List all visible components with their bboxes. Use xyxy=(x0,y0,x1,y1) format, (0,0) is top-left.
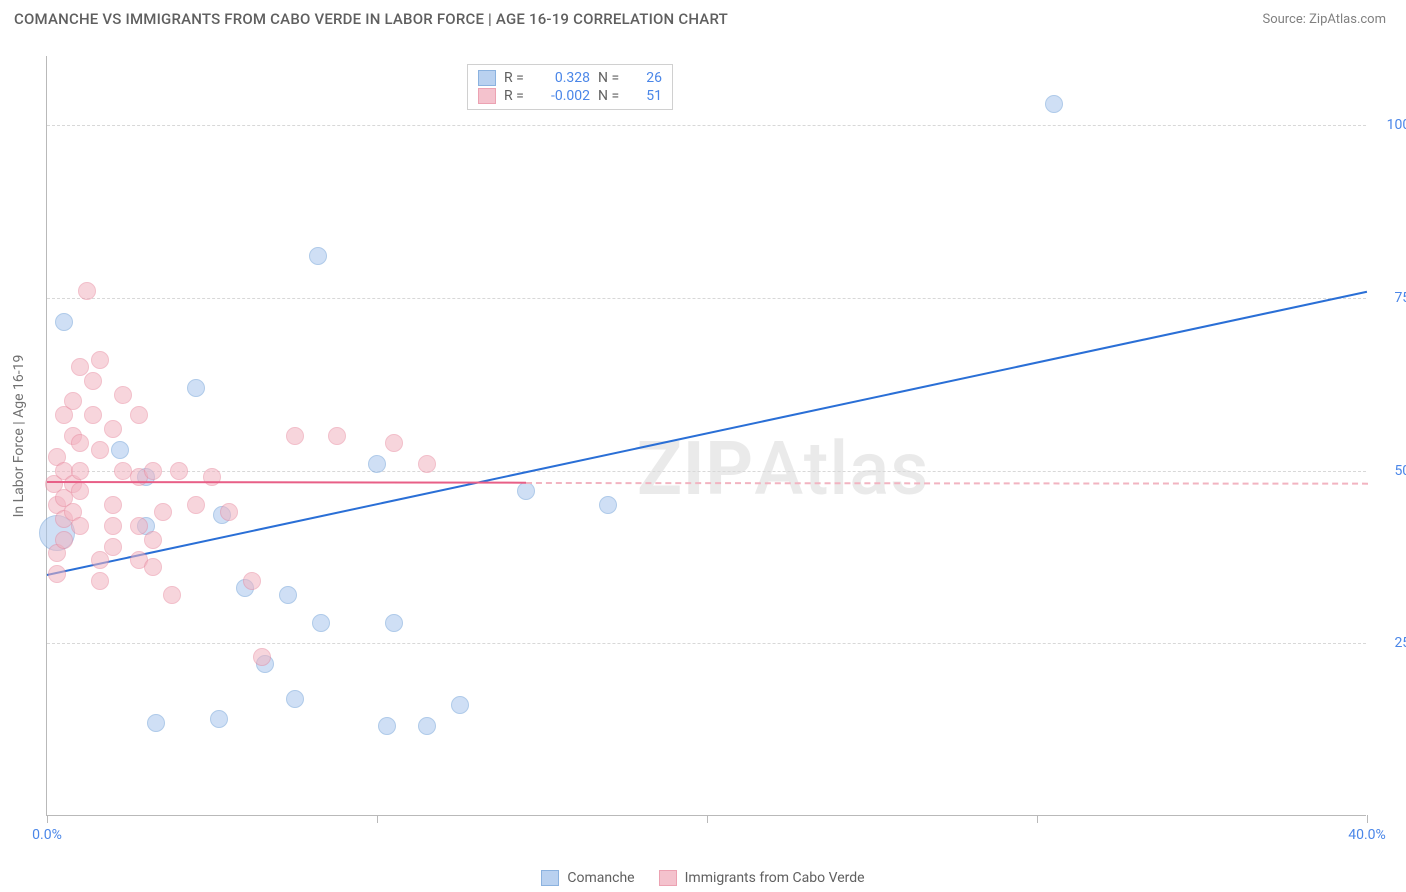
legend-n-value: 51 xyxy=(632,88,662,104)
legend-series-item: Comanche xyxy=(541,870,634,886)
data-point xyxy=(368,455,386,473)
data-point xyxy=(104,517,122,535)
chart-title: COMANCHE VS IMMIGRANTS FROM CABO VERDE I… xyxy=(14,10,728,28)
data-point xyxy=(130,406,148,424)
series-legend: Comanche Immigrants from Cabo Verde xyxy=(0,870,1406,886)
data-point xyxy=(220,503,238,521)
data-point xyxy=(154,503,172,521)
data-point xyxy=(84,406,102,424)
trend-line-dashed xyxy=(525,482,1367,485)
legend-series-label: Immigrants from Cabo Verde xyxy=(685,870,865,886)
y-axis-label: In Labor Force | Age 16-19 xyxy=(11,354,27,517)
data-point xyxy=(378,717,396,735)
legend-r-label: R = xyxy=(504,88,530,104)
data-point xyxy=(64,392,82,410)
watermark-atlas: Atlas xyxy=(754,426,929,513)
data-point xyxy=(78,282,96,300)
trend-line xyxy=(47,481,526,484)
data-point xyxy=(203,468,221,486)
scatter-chart: In Labor Force | Age 16-19 ZIPAtlas R =0… xyxy=(46,56,1366,816)
data-point xyxy=(170,462,188,480)
data-point xyxy=(71,434,89,452)
source-label: Source: ZipAtlas.com xyxy=(1262,12,1386,27)
data-point xyxy=(147,714,165,732)
legend-n-value: 26 xyxy=(632,70,662,86)
y-tick-label: 50.0% xyxy=(1394,463,1406,479)
x-tick-mark xyxy=(1037,815,1038,823)
gridline-h xyxy=(47,125,1366,126)
data-point xyxy=(279,586,297,604)
data-point xyxy=(104,538,122,556)
data-point xyxy=(253,648,271,666)
x-tick-label: 40.0% xyxy=(1348,827,1386,843)
data-point xyxy=(91,572,109,590)
legend-n-label: N = xyxy=(598,70,624,86)
legend-r-label: R = xyxy=(504,70,530,86)
data-point xyxy=(71,517,89,535)
data-point xyxy=(309,247,327,265)
correlation-legend: R = 0.328 N = 26 R = -0.002 N = 51 xyxy=(467,64,673,110)
legend-correlation-row: R = 0.328 N = 26 xyxy=(478,69,662,87)
legend-swatch xyxy=(478,70,496,86)
data-point xyxy=(286,427,304,445)
data-point xyxy=(286,690,304,708)
y-tick-label: 25.0% xyxy=(1394,635,1406,651)
data-point xyxy=(418,717,436,735)
data-point xyxy=(187,379,205,397)
data-point xyxy=(91,351,109,369)
data-point xyxy=(243,572,261,590)
gridline-h xyxy=(47,471,1366,472)
data-point xyxy=(451,696,469,714)
data-point xyxy=(385,614,403,632)
data-point xyxy=(71,482,89,500)
data-point xyxy=(91,441,109,459)
legend-r-value: -0.002 xyxy=(538,88,590,104)
data-point xyxy=(1045,95,1063,113)
trend-line xyxy=(47,291,1367,576)
legend-swatch xyxy=(478,88,496,104)
legend-correlation-row: R = -0.002 N = 51 xyxy=(478,87,662,105)
data-point xyxy=(48,565,66,583)
data-point xyxy=(114,462,132,480)
legend-swatch xyxy=(541,870,559,886)
y-tick-label: 100.0% xyxy=(1387,117,1406,133)
legend-series-label: Comanche xyxy=(567,870,634,886)
data-point xyxy=(55,531,73,549)
data-point xyxy=(599,496,617,514)
data-point xyxy=(517,482,535,500)
data-point xyxy=(104,420,122,438)
legend-r-value: 0.328 xyxy=(538,70,590,86)
data-point xyxy=(114,386,132,404)
data-point xyxy=(163,586,181,604)
data-point xyxy=(210,710,228,728)
x-tick-mark xyxy=(1367,815,1368,823)
data-point xyxy=(144,531,162,549)
data-point xyxy=(187,496,205,514)
x-tick-mark xyxy=(707,815,708,823)
x-tick-mark xyxy=(47,815,48,823)
x-tick-label: 0.0% xyxy=(32,827,62,843)
data-point xyxy=(111,441,129,459)
data-point xyxy=(385,434,403,452)
data-point xyxy=(104,496,122,514)
gridline-h xyxy=(47,643,1366,644)
data-point xyxy=(328,427,346,445)
data-point xyxy=(144,558,162,576)
x-tick-mark xyxy=(377,815,378,823)
watermark-zip: ZIP xyxy=(637,426,754,513)
data-point xyxy=(84,372,102,390)
legend-series-item: Immigrants from Cabo Verde xyxy=(659,870,865,886)
gridline-h xyxy=(47,298,1366,299)
data-point xyxy=(418,455,436,473)
y-tick-label: 75.0% xyxy=(1394,290,1406,306)
legend-swatch xyxy=(659,870,677,886)
data-point xyxy=(91,551,109,569)
data-point xyxy=(55,313,73,331)
legend-n-label: N = xyxy=(598,88,624,104)
data-point xyxy=(71,462,89,480)
data-point xyxy=(144,462,162,480)
data-point xyxy=(312,614,330,632)
